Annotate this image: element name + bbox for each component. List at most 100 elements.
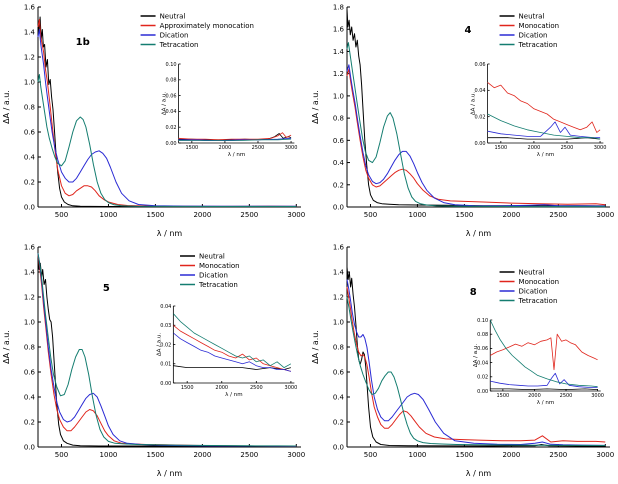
y-tick-label: 1.6 [333,26,345,34]
inset-y-tick-label: 0.08 [165,78,176,84]
x-tick-label: 2000 [193,451,211,459]
y-tick-label: 1.4 [333,48,345,56]
inset-y-tick-label: 0.00 [165,141,176,147]
x-tick-label: 500 [55,211,68,219]
inset-x-tick-label: 2000 [219,145,232,151]
legend-label-monocation: Monocation [519,278,560,286]
inset-x-tick-label: 3000 [594,145,607,151]
inset-x-axis-label: λ / nm [225,392,242,398]
panel-1b: 500 1000 1500 2000 2500 3000 0.0 0.2 0.4 0.6 0.8 1.… [0,0,309,240]
inset-y-tick-label: 0.04 [474,88,485,94]
inset-y-tick-label: 0.08 [477,332,488,338]
x-tick-label: 2000 [502,451,520,459]
inset-x-tick-label: 3000 [591,393,604,399]
inset-y-tick-label: 0.04 [160,304,171,310]
y-tick-label: 1.8 [333,4,344,12]
series-line-dication [37,29,297,207]
y-axis-label: ΔA / a.u. [311,330,320,364]
inset-y-tick-label: 0.06 [474,62,485,68]
inset-x-tick-label: 2000 [215,385,228,391]
series-line-tetracation [173,313,292,368]
inset-x-tick-label: 2000 [528,145,541,151]
panel-4: 500 1000 1500 2000 2500 3000 0.0 0.2 0.4 0.6 0.8 1.… [309,0,618,240]
panel-label: 4 [464,25,471,36]
inset-x-tick-label: 3000 [285,385,298,391]
y-tick-label: 0.2 [333,419,344,427]
inset-y-axis-label: ΔA / a.u. [471,92,477,115]
legend-label-approximately-monocation: Approximately monocation [160,22,254,30]
inset-y-tick-label: 0.02 [474,114,485,120]
series-line-monocation [490,333,598,371]
y-tick-label: 0.6 [24,369,36,377]
y-tick-label: 0.2 [333,181,344,189]
inset-x-tick-label: 1500 [497,393,510,399]
legend-label-dication: Dication [160,32,189,40]
series-line-dication [487,121,601,139]
y-tick-label: 1.0 [333,92,344,100]
inset-y-tick-label: 0.01 [160,362,171,368]
panel-8: 500 1000 1500 2000 2500 3000 0.0 0.2 0.4 0.6 0.8 1.… [309,240,618,480]
chart-svg-8: 500 1000 1500 2000 2500 3000 0.0 0.2 0.4 0.6 0.8 1.… [311,244,614,479]
chart-svg-4: 500 1000 1500 2000 2500 3000 0.0 0.2 0.4 0.6 0.8 1.… [311,4,614,239]
inset-background [470,61,608,157]
x-tick-label: 1500 [146,451,164,459]
x-tick-label: 3000 [287,211,305,219]
y-tick-label: 1.0 [24,319,35,327]
series-line-dication [490,372,598,388]
y-tick-label: 0.0 [24,204,35,212]
series-line-neutral [346,266,606,447]
y-tick-label: 0.6 [24,129,36,137]
x-tick-label: 500 [364,211,377,219]
panel-label: 5 [103,283,110,294]
series-line-dication [346,279,606,446]
y-tick-label: 0.4 [24,394,36,402]
inset-x-axis-label: λ / nm [228,152,245,158]
series-line-tetracation [346,42,606,208]
inset-x-tick-label: 1500 [181,385,194,391]
series-line-monocation [487,82,601,133]
x-tick-label: 3000 [596,211,614,219]
legend-label-dication: Dication [519,32,548,40]
legend-label-monocation: Monocation [519,22,560,30]
legend-label-dication: Dication [519,288,548,296]
x-axis-label: λ / nm [466,469,492,478]
x-tick-label: 2500 [240,211,258,219]
series-line-neutral [490,388,598,391]
x-tick-label: 1000 [100,451,118,459]
series-line-tetracation [487,113,601,140]
inset-y-axis-label: ΔA / a.u. [156,333,162,356]
y-tick-label: 1.4 [24,29,36,37]
legend-label-monocation: Monocation [199,262,240,270]
x-tick-label: 1000 [100,211,118,219]
inset-background [473,317,605,405]
x-tick-label: 1000 [409,451,427,459]
x-axis-label: λ / nm [157,229,183,238]
y-tick-label: 0.4 [333,394,345,402]
x-tick-label: 3000 [287,451,305,459]
y-tick-label: 0.2 [24,419,35,427]
y-tick-label: 0.6 [333,369,345,377]
y-axis-label: ΔA / a.u. [2,90,11,124]
panel-5: 500 1000 1500 2000 2500 3000 0.0 0.2 0.4 0.6 0.8 1.… [0,240,309,480]
y-tick-label: 1.6 [24,244,36,252]
x-tick-label: 2500 [549,451,567,459]
series-line-monocation [346,68,606,206]
legend-label-neutral: Neutral [160,13,186,21]
y-tick-label: 1.0 [333,319,344,327]
y-tick-label: 0.8 [24,104,35,112]
y-tick-label: 1.6 [24,4,36,12]
inset-x-tick-label: 2500 [252,145,265,151]
inset-y-axis-label: ΔA / a.u. [473,344,479,367]
y-tick-label: 0.8 [333,344,344,352]
inset-y-tick-label: 0.06 [165,93,176,99]
inset-y-tick-label: 0.04 [477,360,488,366]
y-tick-label: 0.4 [24,154,36,162]
y-axis-label: ΔA / a.u. [311,90,320,124]
inset-y-tick-label: 0.06 [477,346,488,352]
x-tick-label: 1500 [455,451,473,459]
legend-label-neutral: Neutral [199,253,225,261]
inset-x-axis-label: λ / nm [537,152,554,158]
y-tick-label: 1.2 [333,294,344,302]
y-tick-label: 1.0 [24,79,35,87]
series-line-approximately-monocation [178,132,292,141]
